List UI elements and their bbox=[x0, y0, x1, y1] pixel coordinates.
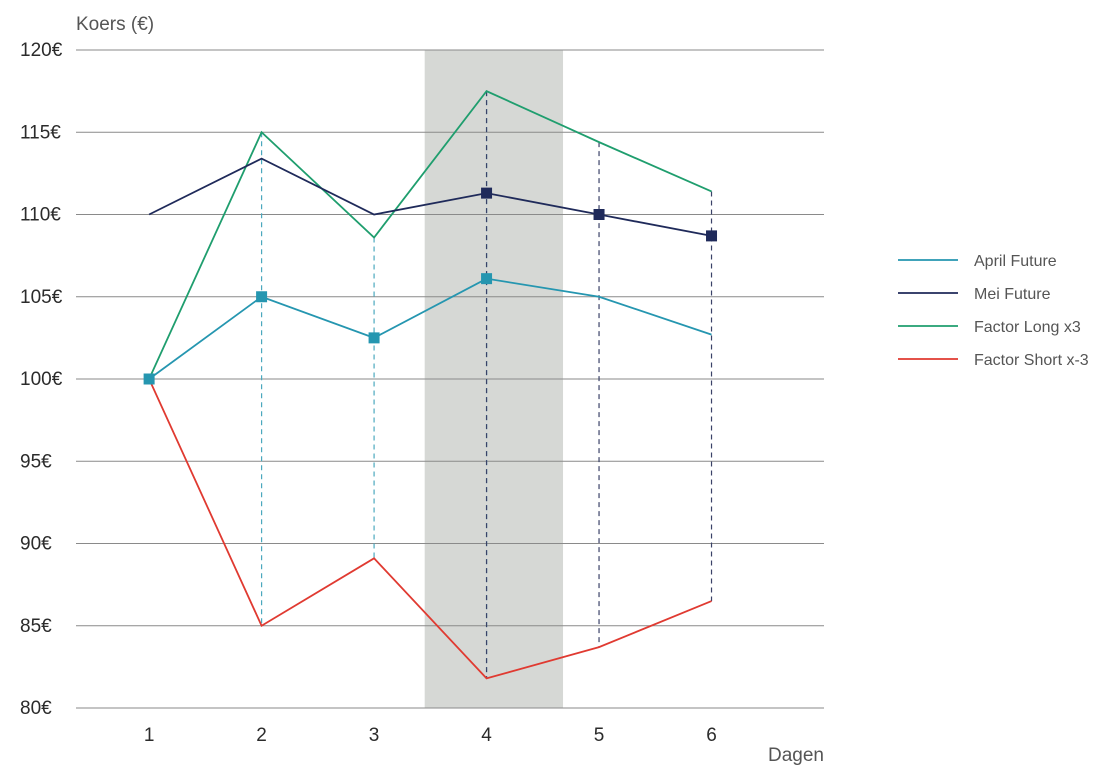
data-point-marker bbox=[481, 273, 493, 285]
data-point-marker bbox=[706, 230, 718, 242]
legend: April Future Mei Future Factor Long x3 Fact… bbox=[898, 253, 1089, 369]
x-tick-label: 3 bbox=[369, 725, 380, 746]
legend-label: April Future bbox=[974, 253, 1057, 270]
y-tick-label: 90€ bbox=[20, 534, 52, 555]
y-tick-label: 120€ bbox=[20, 40, 63, 61]
data-point-marker bbox=[481, 187, 493, 199]
y-tick-label: 100€ bbox=[20, 369, 63, 390]
y-tick-labels: 80€ 85€ 90€ 95€ 100€ 105€ 110€ 115€ 120€ bbox=[20, 40, 63, 719]
data-point-marker bbox=[593, 209, 605, 220]
y-tick-label: 95€ bbox=[20, 451, 52, 472]
series-line bbox=[148, 277, 712, 380]
series-markers bbox=[143, 187, 718, 385]
data-point-marker bbox=[368, 332, 380, 344]
series-line bbox=[148, 378, 712, 680]
y-tick-label: 110€ bbox=[20, 205, 61, 226]
x-tick-label: 6 bbox=[706, 725, 717, 746]
x-axis-label: Dagen bbox=[768, 745, 824, 766]
x-tick-label: 4 bbox=[481, 725, 492, 746]
x-tick-label: 1 bbox=[144, 725, 155, 746]
series-lines bbox=[148, 90, 712, 680]
y-tick-label: 80€ bbox=[20, 698, 52, 719]
data-point-marker bbox=[256, 291, 268, 303]
legend-label: Factor Short x-3 bbox=[974, 352, 1089, 369]
x-tick-label: 2 bbox=[256, 725, 267, 746]
dashed-drop-lines bbox=[260, 91, 713, 679]
y-tick-label: 115€ bbox=[20, 122, 61, 143]
legend-label: Factor Long x3 bbox=[974, 319, 1081, 336]
legend-label: Mei Future bbox=[974, 286, 1051, 303]
series-line bbox=[148, 90, 712, 380]
y-axis-label: Koers (€) bbox=[76, 14, 154, 35]
data-point-marker bbox=[143, 373, 155, 385]
y-tick-label: 105€ bbox=[20, 287, 63, 308]
gridlines bbox=[76, 49, 824, 709]
series-line bbox=[148, 157, 712, 237]
x-tick-label: 5 bbox=[594, 725, 605, 746]
y-tick-label: 85€ bbox=[20, 616, 52, 637]
x-tick-labels: 1 2 3 4 5 6 bbox=[144, 725, 717, 746]
